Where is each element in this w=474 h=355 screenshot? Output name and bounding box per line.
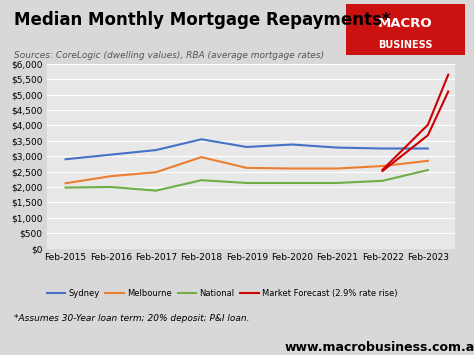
- Text: Sources: CoreLogic (dwelling values), RBA (average mortgage rates): Sources: CoreLogic (dwelling values), RB…: [14, 51, 324, 60]
- Text: www.macrobusiness.com.au: www.macrobusiness.com.au: [284, 341, 474, 354]
- Text: *Assumes 30-Year loan term; 20% deposit; P&I loan.: *Assumes 30-Year loan term; 20% deposit;…: [14, 314, 250, 323]
- Legend: Sydney, Melbourne, National, Market Forecast (2.9% rate rise): Sydney, Melbourne, National, Market Fore…: [44, 286, 401, 301]
- Text: BUSINESS: BUSINESS: [378, 40, 432, 50]
- Text: Median Monthly Mortgage Repayments*: Median Monthly Mortgage Repayments*: [14, 11, 391, 29]
- Text: MACRO: MACRO: [378, 17, 433, 29]
